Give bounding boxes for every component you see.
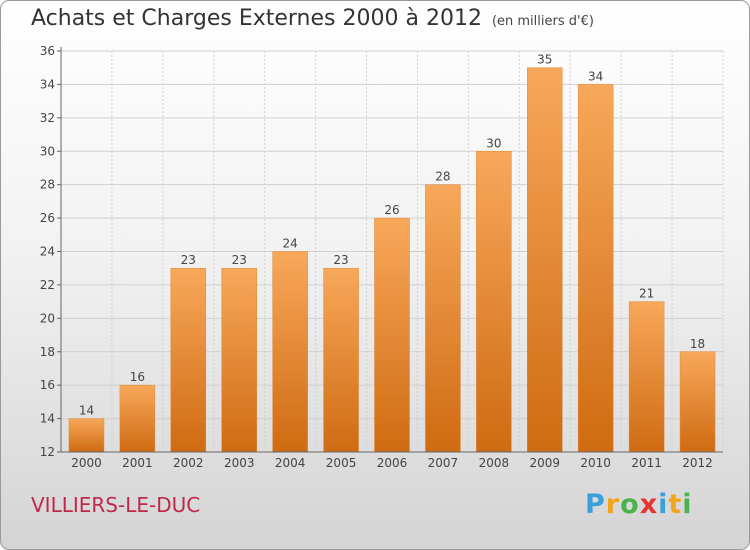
bar (374, 217, 410, 453)
bar-value-label: 23 (333, 253, 348, 267)
x-tick-label: 2006 (377, 456, 408, 470)
chart-title-text: Achats et Charges Externes 2000 à 2012 (31, 6, 482, 31)
bar (68, 418, 105, 453)
bar-value-label: 16 (130, 370, 145, 384)
x-tick-label: 2004 (275, 456, 306, 470)
y-tick-label: 16 (40, 378, 55, 392)
y-tick-label: 18 (40, 345, 55, 359)
logo-letter: o (620, 489, 640, 520)
bar-value-label: 34 (588, 69, 603, 83)
y-tick-label: 20 (40, 311, 55, 325)
bar-value-label: 23 (181, 253, 196, 267)
bar (577, 84, 614, 453)
x-tick-label: 2011 (631, 456, 662, 470)
y-tick-label: 14 (40, 412, 55, 426)
x-tick-label: 2000 (71, 456, 102, 470)
bar-value-label: 21 (639, 287, 654, 301)
x-tick-label: 2007 (428, 456, 459, 470)
x-tick-label: 2010 (580, 456, 611, 470)
bar (323, 267, 359, 453)
bar (628, 301, 665, 453)
x-tick-label: 2009 (529, 456, 560, 470)
bar (272, 251, 308, 453)
logo-letter: i (658, 489, 669, 520)
bar (679, 351, 716, 453)
y-tick-label: 22 (40, 278, 55, 292)
bar (527, 67, 563, 453)
x-tick-label: 2003 (224, 456, 255, 470)
bar (119, 384, 156, 453)
bar (170, 267, 207, 453)
bar (476, 151, 512, 453)
y-tick-label: 32 (40, 111, 55, 125)
y-tick-label: 36 (40, 44, 55, 58)
logo-letter: P (585, 489, 606, 520)
bar (221, 267, 257, 453)
logo-letter: t (668, 489, 683, 520)
bar-value-label: 28 (435, 170, 450, 184)
bar-value-label: 24 (283, 237, 298, 251)
x-tick-label: 2005 (326, 456, 357, 470)
bar-value-label: 14 (79, 404, 94, 418)
x-tick-label: 2008 (479, 456, 510, 470)
x-tick-label: 2001 (122, 456, 153, 470)
logo-letter: x (639, 489, 659, 520)
bar-value-label: 30 (486, 136, 501, 150)
chart-subtitle: (en milliers d'€) (491, 14, 594, 29)
y-tick-label: 34 (40, 77, 55, 91)
logo-letter: i (682, 489, 693, 520)
bar (425, 184, 461, 453)
bar-value-label: 35 (537, 53, 552, 67)
commune-name: VILLIERS-LE-DUC (31, 493, 201, 517)
proxiti-logo: Proxiti (585, 489, 693, 520)
y-tick-label: 12 (40, 445, 55, 459)
x-tick-label: 2002 (173, 456, 204, 470)
y-tick-label: 28 (40, 178, 55, 192)
bar-value-label: 23 (232, 253, 247, 267)
bar-value-label: 26 (384, 203, 399, 217)
bar-value-label: 18 (690, 337, 705, 351)
y-tick-label: 30 (40, 144, 55, 158)
x-tick-label: 2012 (682, 456, 713, 470)
y-tick-label: 26 (40, 211, 55, 225)
logo-letter: r (605, 489, 621, 520)
y-tick-label: 24 (40, 245, 55, 259)
chart-title: Achats et Charges Externes 2000 à 2012 (e… (31, 6, 594, 31)
